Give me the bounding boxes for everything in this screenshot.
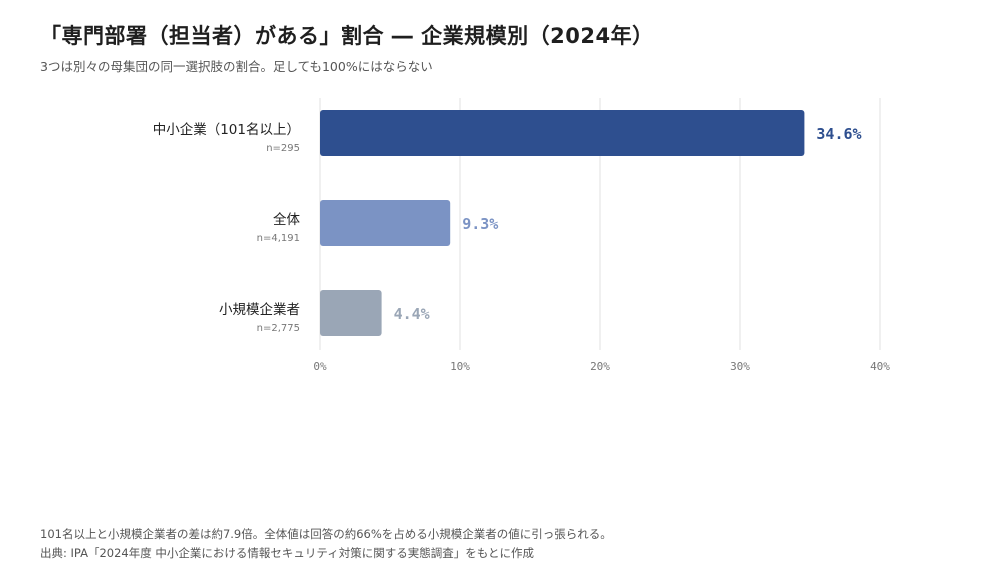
sample-size-label: n=2,775 <box>257 323 300 334</box>
bar <box>320 110 805 156</box>
chart-subtitle: 3つは別々の母集団の同一選択肢の割合。足しても100%にはならない <box>40 59 433 74</box>
category-labels: 中小企業（101名以上） n=295 全体 n=4,191 小規模企業者 n=2,775 <box>153 121 301 334</box>
category-label: 小規模企業者 <box>219 301 300 318</box>
sample-size-label: n=4,191 <box>257 233 300 244</box>
footer-note: 101名以上と小規模企業者の差は約7.9倍。全体値は回答の約66%を占める小規模… <box>40 527 612 541</box>
bars <box>320 110 805 336</box>
x-axis-ticks: 0% 10% 20% 30% 40% <box>313 360 890 373</box>
category-label: 全体 <box>273 211 300 228</box>
sample-size-label: n=295 <box>266 143 300 154</box>
value-labels: 34.6% 9.3% 4.4% <box>394 125 862 323</box>
chart-title: 「専門部署（担当者）がある」割合 ― 企業規模別（2024年） <box>40 24 654 48</box>
bar <box>320 290 382 336</box>
category-label: 中小企業（101名以上） <box>153 121 300 138</box>
value-label: 34.6% <box>816 125 861 143</box>
footer-source: 出典: IPA「2024年度 中小企業における情報セキュリティ対策に関する実態調… <box>40 546 534 560</box>
x-tick-label: 10% <box>450 360 470 373</box>
x-tick-label: 40% <box>870 360 890 373</box>
x-tick-label: 30% <box>730 360 750 373</box>
x-tick-label: 0% <box>313 360 327 373</box>
bar-chart: 中小企業（101名以上）n=295全体n=4,191小規模企業者n=2,775 … <box>153 98 890 373</box>
x-tick-label: 20% <box>590 360 610 373</box>
value-label: 9.3% <box>462 215 498 233</box>
value-label: 4.4% <box>394 305 430 323</box>
bar <box>320 200 451 246</box>
